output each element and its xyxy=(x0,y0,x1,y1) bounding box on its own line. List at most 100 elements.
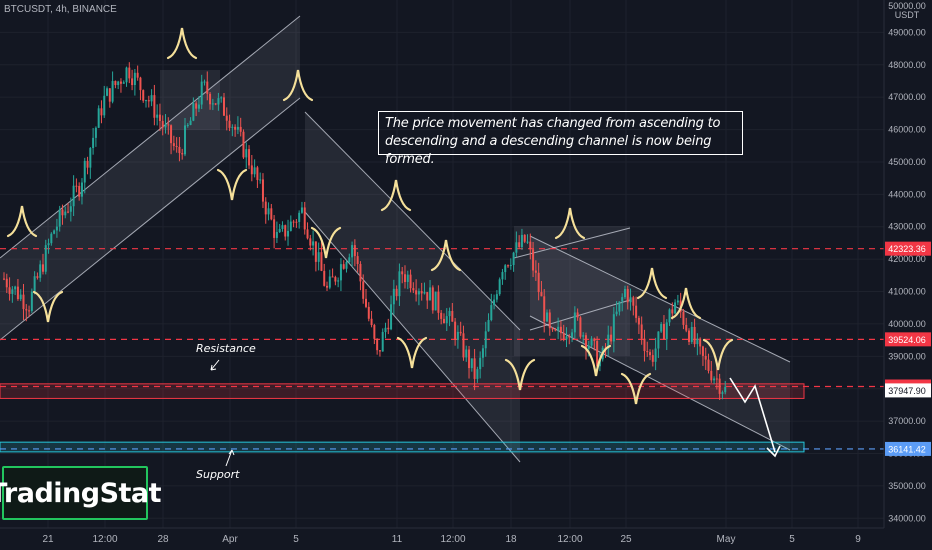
level-tag xyxy=(885,383,931,398)
candle-body xyxy=(14,286,17,290)
candle-body xyxy=(685,324,688,331)
candle-body xyxy=(704,355,707,360)
candle-body xyxy=(178,146,181,154)
candle-body xyxy=(362,281,365,299)
candle-body xyxy=(128,67,131,79)
candle-body xyxy=(554,329,557,331)
candle-body xyxy=(448,310,451,317)
candle-body xyxy=(504,265,507,273)
candle-body xyxy=(167,124,170,126)
candle-body xyxy=(106,88,109,96)
candle-body xyxy=(718,378,721,394)
swing-low-mark xyxy=(32,290,64,323)
candle-body xyxy=(242,131,245,158)
swing-high-mark xyxy=(380,179,412,212)
candle-body xyxy=(133,72,136,86)
candle-body xyxy=(295,221,298,223)
time-tick-label: 12:00 xyxy=(440,534,465,545)
candle-body xyxy=(540,292,543,297)
candle-body xyxy=(612,314,615,342)
candle-body xyxy=(323,270,326,286)
swing-high-mark xyxy=(430,239,462,272)
candle-body xyxy=(573,312,576,333)
candle-body xyxy=(320,252,323,271)
candle-body xyxy=(331,276,334,278)
candle-body xyxy=(184,125,186,155)
candle-body xyxy=(231,126,234,128)
candle-body xyxy=(649,352,652,356)
candle-body xyxy=(80,182,83,197)
candle-body xyxy=(270,208,273,220)
candle-body xyxy=(117,81,120,86)
candle-body xyxy=(345,262,348,269)
candle-body xyxy=(292,221,295,223)
candle-body xyxy=(571,332,574,338)
candle-body xyxy=(153,95,156,118)
swing-high-mark xyxy=(6,205,38,238)
time-tick-label: May xyxy=(717,534,736,545)
candle-body xyxy=(565,336,568,340)
time-tick-label: 12:00 xyxy=(557,534,582,545)
candle-body xyxy=(53,230,56,234)
candle-body xyxy=(5,278,8,288)
time-axis-bg xyxy=(0,528,932,550)
candle-body xyxy=(89,148,92,168)
candle-body xyxy=(181,153,184,155)
candle-body xyxy=(339,264,342,281)
candle-body xyxy=(147,100,150,102)
candle-body xyxy=(392,288,395,305)
candle-body xyxy=(239,126,242,132)
candle-body xyxy=(337,280,340,282)
candle-body xyxy=(114,81,117,86)
candle-body xyxy=(662,324,665,340)
candle-body xyxy=(529,241,532,250)
candle-body xyxy=(671,309,674,314)
level-tag xyxy=(885,441,931,456)
candle-body xyxy=(150,95,153,102)
price-tick-label: 37000.00 xyxy=(888,416,926,426)
candle-body xyxy=(490,305,493,321)
support-zone xyxy=(0,441,805,453)
candle-body xyxy=(158,114,161,121)
candle-body xyxy=(25,309,28,311)
candle-body xyxy=(618,301,621,312)
candle-body xyxy=(623,289,626,298)
candle-body xyxy=(69,206,72,212)
candle-body xyxy=(356,256,359,264)
candle-body xyxy=(75,185,78,187)
candle-body xyxy=(139,77,142,91)
candle-body xyxy=(376,338,379,351)
candle-body xyxy=(487,320,490,332)
candle-body xyxy=(596,341,599,367)
candle-body xyxy=(484,331,487,349)
candle-body xyxy=(275,232,278,238)
candle-body xyxy=(342,264,345,269)
candle-body xyxy=(156,114,159,118)
candle-body xyxy=(403,274,406,282)
price-tick-label: 48000.00 xyxy=(888,60,926,70)
candle-body xyxy=(445,316,448,324)
candle-body xyxy=(326,285,329,288)
candles xyxy=(3,62,727,401)
price-tick-label: 47000.00 xyxy=(888,92,926,102)
candle-body xyxy=(19,294,22,300)
swing-sketches xyxy=(6,27,781,467)
price-tick-label: 44000.00 xyxy=(888,189,926,199)
candle-body xyxy=(203,81,206,83)
candle-body xyxy=(28,310,31,312)
swing-high-mark xyxy=(554,207,586,240)
support-pointer xyxy=(225,449,235,467)
candle-body xyxy=(55,226,58,231)
candle-body xyxy=(607,334,610,349)
candle-body xyxy=(83,160,86,183)
time-tick-label: Apr xyxy=(222,534,238,545)
candle-body xyxy=(222,97,225,116)
candle-body xyxy=(493,299,496,306)
candle-body xyxy=(629,297,632,303)
candle-body xyxy=(546,312,548,322)
descending-channel-2-upper xyxy=(529,235,791,363)
projection-arrow xyxy=(729,377,776,453)
candle-body xyxy=(256,167,259,180)
candle-body xyxy=(654,348,657,362)
